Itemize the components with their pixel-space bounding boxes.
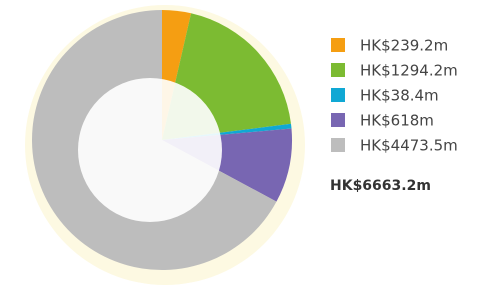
legend-label: HK$239.2m xyxy=(360,37,448,55)
legend-swatch xyxy=(331,113,345,127)
total-label: HK$6663.2m xyxy=(330,178,431,194)
pie-center xyxy=(78,78,222,222)
legend-label: HK$1294.2m xyxy=(360,62,458,80)
legend-swatch xyxy=(331,138,345,152)
legend-label: HK$38.4m xyxy=(360,87,439,105)
legend-swatch xyxy=(331,88,345,102)
legend-label: HK$4473.5m xyxy=(360,137,458,155)
legend-swatch xyxy=(331,38,345,52)
legend: HK$239.2m HK$1294.2m HK$38.4m HK$618m HK$447… xyxy=(331,37,458,155)
legend-label: HK$618m xyxy=(360,112,434,130)
legend-swatch xyxy=(331,63,345,77)
chart: HK$239.2m HK$1294.2m HK$38.4m HK$618m HK$447… xyxy=(0,0,482,285)
